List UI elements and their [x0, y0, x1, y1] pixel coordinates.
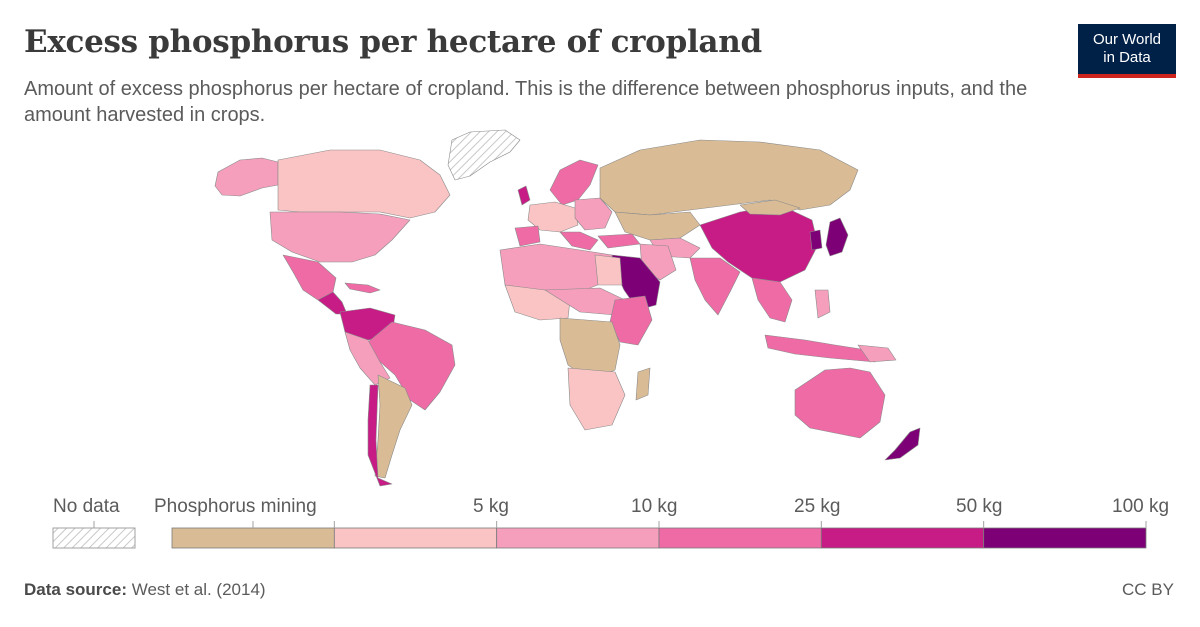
region-central-america[interactable] — [317, 291, 348, 315]
region-argentina[interactable] — [374, 374, 413, 479]
legend-bin-4[interactable] — [820, 527, 985, 549]
legend-bin-1[interactable] — [333, 527, 498, 549]
region-korea[interactable] — [809, 229, 823, 251]
license-label[interactable]: CC BY — [1122, 580, 1174, 599]
legend-threshold-25: 25 kg — [794, 496, 841, 517]
legend-mining-label: Phosphorus mining — [154, 496, 317, 517]
legend-bin-2[interactable] — [496, 527, 660, 549]
region-japan[interactable] — [825, 217, 849, 257]
legend-threshold-5: 5 kg — [473, 496, 509, 517]
region-southern-africa[interactable] — [567, 367, 626, 431]
region-kazakhstan[interactable] — [614, 211, 701, 241]
chart-subtitle: Amount of excess phosphorus per hectare … — [24, 78, 1028, 126]
legend-no-data-swatch[interactable] — [52, 527, 136, 549]
region-italy-balkans[interactable] — [559, 231, 599, 251]
source-label: Data source: — [24, 580, 127, 599]
legend-threshold-100: 100 kg — [1112, 496, 1170, 517]
region-madagascar[interactable] — [635, 367, 651, 401]
owid-logo[interactable]: Our World in Data — [1078, 24, 1176, 78]
region-mongolia[interactable] — [739, 199, 801, 216]
region-scandinavia[interactable] — [549, 159, 599, 206]
region-egypt[interactable] — [594, 254, 623, 286]
source-note: Data source: West et al. (2014) — [24, 580, 266, 600]
region-caribbean[interactable] — [344, 282, 381, 294]
chart-title: Excess phosphorus per hectare of croplan… — [24, 24, 762, 60]
region-chile[interactable] — [367, 384, 393, 487]
region-philippines[interactable] — [814, 289, 831, 319]
region-india[interactable] — [689, 257, 741, 316]
region-indochina[interactable] — [751, 277, 793, 323]
region-indonesia[interactable] — [764, 334, 881, 363]
region-iberia[interactable] — [514, 225, 541, 247]
logo-line-1: Our World — [1092, 31, 1162, 48]
region-new-zealand[interactable] — [884, 427, 921, 461]
region-western-europe[interactable] — [527, 201, 579, 233]
legend-bin-0[interactable] — [171, 527, 335, 549]
region-greenland[interactable] — [447, 129, 521, 181]
region-australia[interactable] — [794, 367, 886, 439]
region-uk[interactable] — [517, 185, 531, 206]
legend-bin-5[interactable] — [983, 527, 1147, 549]
logo-line-2: in Data — [1103, 49, 1151, 66]
legend-bin-3[interactable] — [658, 527, 822, 549]
legend-threshold-50: 50 kg — [956, 496, 1003, 517]
region-papua[interactable] — [857, 344, 897, 363]
source-text: West et al. (2014) — [131, 580, 266, 599]
region-alaska[interactable] — [214, 157, 279, 197]
legend-no-data-label: No data — [53, 496, 120, 517]
region-usa[interactable] — [269, 211, 411, 263]
legend-threshold-10: 10 kg — [631, 496, 678, 517]
